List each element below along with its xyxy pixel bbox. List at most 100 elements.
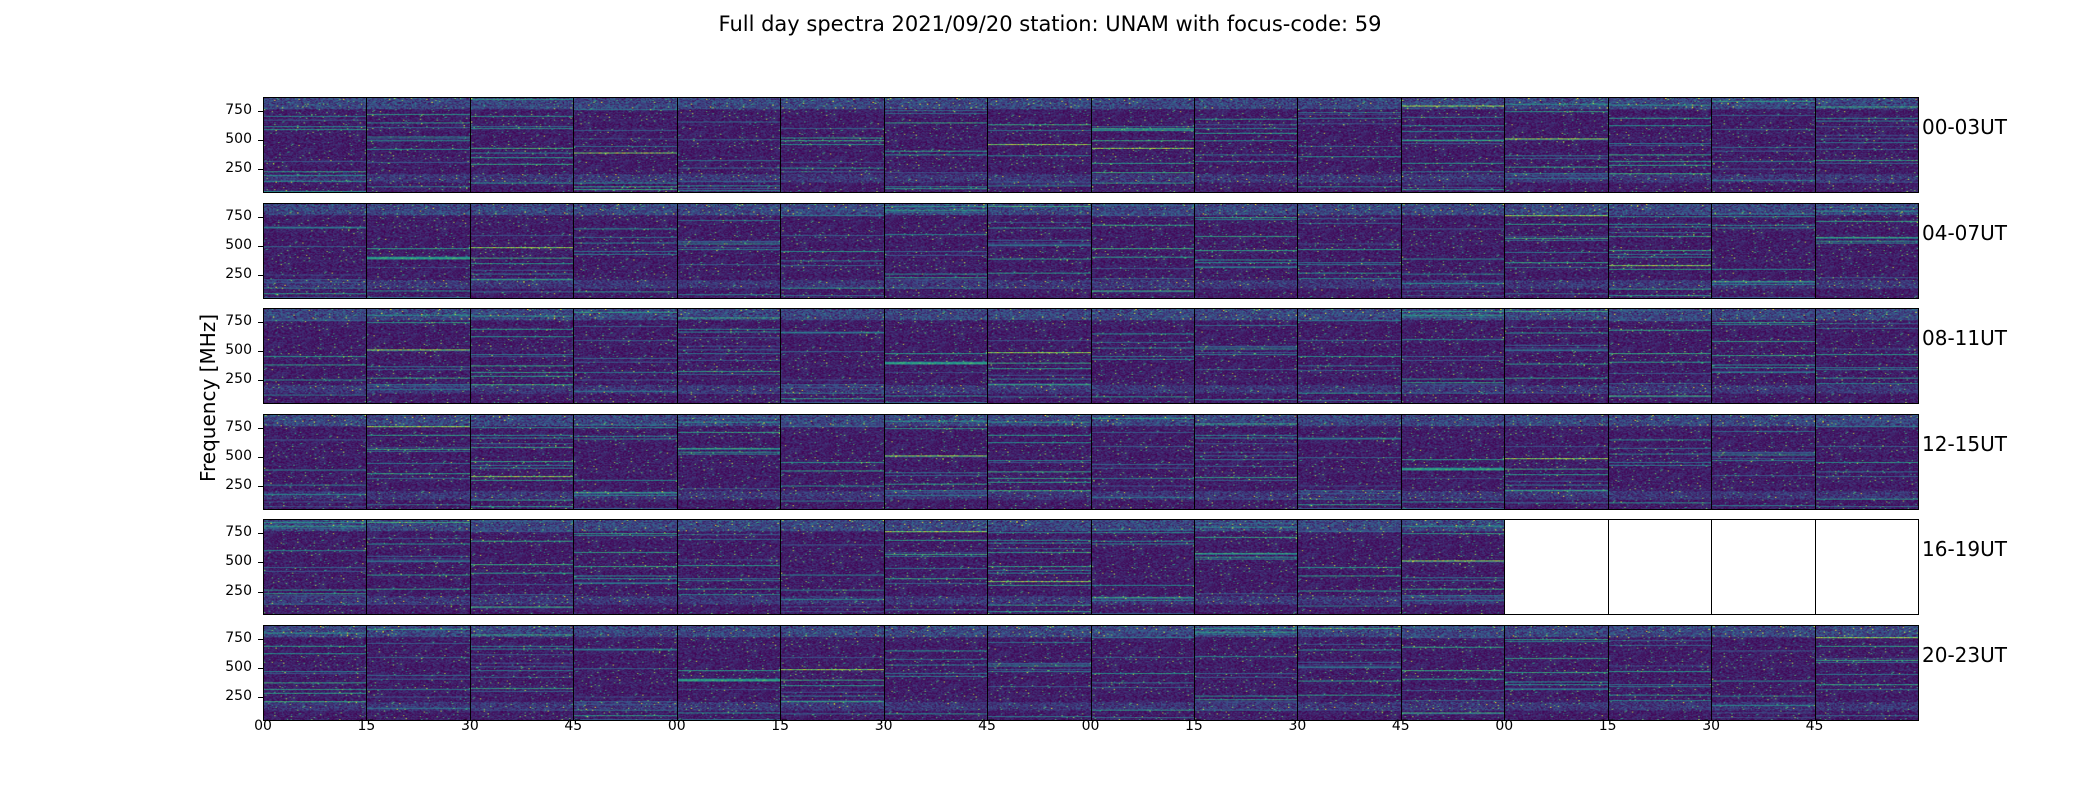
spectrogram-image bbox=[1298, 414, 1401, 509]
y-tick-label: 250 bbox=[225, 371, 252, 388]
spectrogram-panel bbox=[1814, 625, 1919, 721]
spectrogram-image bbox=[264, 203, 367, 298]
spectrogram-image bbox=[677, 309, 781, 404]
x-tick-mark bbox=[1504, 713, 1506, 718]
x-tick-mark bbox=[366, 713, 368, 718]
spectrogram-panel bbox=[1297, 308, 1402, 405]
spectrogram-image bbox=[781, 309, 884, 404]
x-tick-mark bbox=[1711, 713, 1713, 718]
spectrogram-panel bbox=[1711, 413, 1816, 510]
spectrogram-image bbox=[988, 414, 1091, 509]
spectrogram-panel bbox=[1607, 97, 1713, 193]
spectrogram-panel bbox=[1400, 97, 1506, 193]
spectrogram-panel bbox=[1711, 97, 1816, 193]
spectra-row: 750 500 250 12-15UT bbox=[0, 413, 2100, 510]
y-tick-label: 500 bbox=[225, 236, 252, 253]
y-tick-mark bbox=[258, 668, 263, 670]
empty-panel bbox=[1504, 519, 1609, 616]
x-tick-mark bbox=[987, 713, 989, 718]
y-tick-mark bbox=[258, 456, 263, 458]
spectrogram-panel bbox=[676, 308, 782, 405]
spectrogram-panel bbox=[573, 308, 678, 405]
spectrogram-panel bbox=[1814, 202, 1919, 299]
spectrogram-panel bbox=[1193, 97, 1299, 193]
spectrogram-panel bbox=[366, 308, 471, 405]
spectrogram-image bbox=[1608, 414, 1712, 509]
spectrogram-panel bbox=[1607, 625, 1713, 721]
spectrogram-image bbox=[574, 203, 677, 298]
spectrogram-image bbox=[1712, 414, 1815, 509]
spectrogram-image bbox=[1298, 309, 1401, 404]
spectrogram-image bbox=[884, 309, 988, 404]
spectrogram-panel bbox=[1400, 202, 1506, 299]
spectrogram-image bbox=[1091, 98, 1194, 192]
spectrogram-image bbox=[264, 98, 367, 192]
spectra-row: 750 500 250 16-19UT bbox=[0, 519, 2100, 616]
spectra-row: 750 500 250 00-03UT bbox=[0, 97, 2100, 193]
spectrogram-panel bbox=[1711, 625, 1816, 721]
spectrogram-image bbox=[574, 98, 677, 192]
spectrogram-panel bbox=[1504, 308, 1609, 405]
spectrogram-panel bbox=[987, 308, 1092, 405]
y-tick-label: 750 bbox=[225, 418, 252, 435]
row-time-label: 12-15UT bbox=[1922, 431, 2007, 456]
spectrogram-image bbox=[1505, 309, 1608, 404]
spectrogram-image bbox=[264, 309, 367, 404]
spectrogram-panel bbox=[1193, 308, 1299, 405]
spectrogram-image bbox=[1505, 414, 1608, 509]
x-tick-mark bbox=[263, 713, 264, 718]
y-tick-label: 500 bbox=[225, 553, 252, 570]
spectrogram-image bbox=[470, 203, 574, 298]
x-tick-label: 15 bbox=[1598, 718, 1617, 734]
x-tick-label: 45 bbox=[978, 718, 996, 734]
spectrogram-panel bbox=[1814, 97, 1919, 193]
spectrogram-image bbox=[781, 520, 884, 615]
spectrogram-image bbox=[1712, 309, 1815, 404]
spectrogram-panel bbox=[1193, 202, 1299, 299]
x-tick-label: 00 bbox=[667, 718, 686, 734]
y-tick-mark bbox=[258, 533, 263, 535]
spectrogram-image bbox=[1194, 414, 1298, 509]
spectra-row: 750 500 250 04-07UT bbox=[0, 202, 2100, 299]
spectrogram-panel bbox=[883, 413, 989, 510]
spectrogram-panel bbox=[780, 625, 885, 721]
spectrogram-panel bbox=[263, 308, 368, 405]
spectrogram-image bbox=[1608, 98, 1712, 192]
x-tick-label: 30 bbox=[1288, 718, 1307, 734]
y-tick-label: 250 bbox=[225, 160, 252, 177]
spectrogram-image bbox=[1194, 520, 1298, 615]
spectrogram-panel bbox=[1504, 202, 1609, 299]
spectrogram-image bbox=[1505, 203, 1608, 298]
spectrogram-image bbox=[264, 414, 367, 509]
spectrogram-panel bbox=[469, 625, 575, 721]
spectrogram-image bbox=[1091, 626, 1194, 720]
spectrogram-panel bbox=[573, 625, 678, 721]
y-tick-mark bbox=[258, 322, 263, 324]
spectrogram-image bbox=[884, 98, 988, 192]
x-tick-mark bbox=[676, 713, 678, 718]
x-tick-mark bbox=[883, 713, 885, 718]
spectrogram-image bbox=[1194, 98, 1298, 192]
spectrogram-image bbox=[1194, 626, 1298, 720]
spectrogram-image bbox=[1091, 414, 1194, 509]
spectrogram-image bbox=[1712, 626, 1815, 720]
spectrogram-image bbox=[1298, 626, 1401, 720]
empty-panel bbox=[1814, 519, 1919, 616]
y-tick-mark bbox=[258, 427, 263, 429]
y-tick-mark bbox=[258, 380, 263, 382]
spectrogram-panel bbox=[1090, 202, 1195, 299]
y-tick-label: 750 bbox=[225, 101, 252, 118]
x-tick-mark bbox=[469, 713, 471, 718]
y-tick-mark bbox=[258, 485, 263, 487]
spectrogram-image bbox=[781, 98, 884, 192]
y-tick-label: 750 bbox=[225, 629, 252, 646]
spectrogram-image bbox=[677, 520, 781, 615]
spectrogram-image bbox=[677, 626, 781, 720]
spectrogram-panel bbox=[1297, 413, 1402, 510]
spectrogram-image bbox=[781, 626, 884, 720]
spectrogram-panel bbox=[1090, 519, 1195, 616]
spectrogram-image bbox=[781, 203, 884, 298]
spectrogram-image bbox=[367, 520, 470, 615]
spectrogram-panel bbox=[1090, 413, 1195, 510]
spectrogram-image bbox=[1401, 98, 1505, 192]
